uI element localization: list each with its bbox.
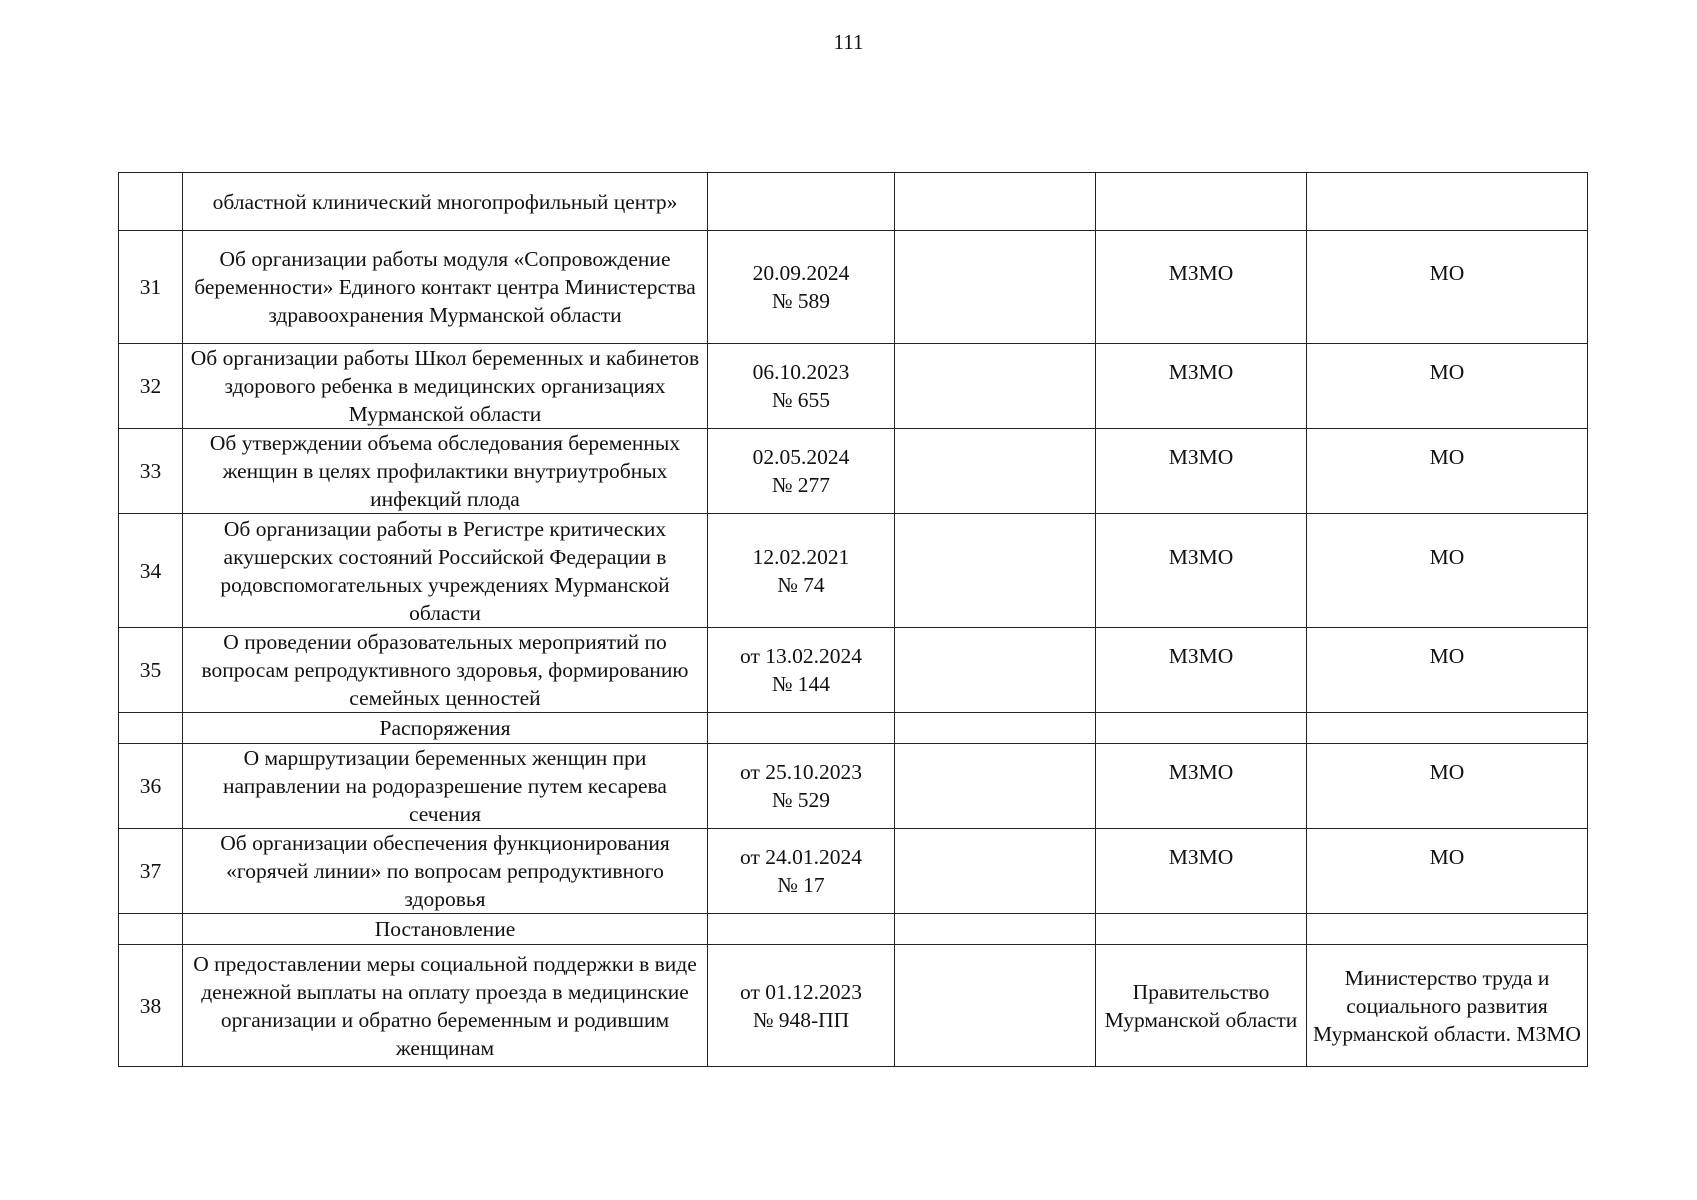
- section-title: Постановление: [182, 913, 708, 945]
- document-date: 02.05.2024: [752, 445, 850, 469]
- date-cell: [707, 712, 895, 744]
- row-number-cell: [118, 712, 183, 744]
- document-title: Об организации работы в Регистре критиче…: [182, 513, 708, 628]
- document-date: от 24.01.2024: [740, 845, 862, 869]
- executor-cell: МО: [1306, 343, 1588, 429]
- document-number: № 589: [771, 289, 831, 313]
- issuer-cell: МЗМО: [1095, 428, 1307, 514]
- document-number: № 655: [771, 388, 831, 412]
- row-number-cell: 35: [118, 627, 183, 713]
- document-date-cell: от 24.01.2024 № 17: [707, 828, 895, 914]
- date-cell: [707, 913, 895, 945]
- section-title: Распоряжения: [182, 712, 708, 744]
- empty-cell: [894, 343, 1096, 429]
- row-number-cell: 32: [118, 343, 183, 429]
- executor-cell: Министерство труда и социального развити…: [1306, 944, 1588, 1067]
- issuer-cell: МЗМО: [1095, 343, 1307, 429]
- document-date-cell: 06.10.2023 № 655: [707, 343, 895, 429]
- row-number-cell: 31: [118, 230, 183, 344]
- issuer-cell: МЗМО: [1095, 743, 1307, 829]
- document-date-cell: 12.02.2021 № 74: [707, 513, 895, 628]
- document-date-cell: 20.09.2024 № 589: [707, 230, 895, 344]
- issuer-cell: [1095, 712, 1307, 744]
- document-number: № 529: [771, 788, 831, 812]
- document-date: от 01.12.2023: [740, 979, 862, 1004]
- empty-cell: [894, 513, 1096, 628]
- executor-cell: МО: [1306, 627, 1588, 713]
- table-row: 37 Об организации обеспечения функциониро…: [118, 828, 1588, 914]
- document-date: от 25.10.2023: [740, 760, 862, 784]
- empty-cell: [894, 828, 1096, 914]
- table-row: 35 О проведении образовательных мероприят…: [118, 627, 1588, 713]
- table-row: 33 Об утверждении объема обследования бер…: [118, 428, 1588, 514]
- row-number-cell: [118, 172, 183, 231]
- empty-cell: [894, 743, 1096, 829]
- empty-cell: [894, 913, 1096, 945]
- row-number-cell: 34: [118, 513, 183, 628]
- document-date-cell: 02.05.2024 № 277: [707, 428, 895, 514]
- document-title: Об организации обеспечения функционирова…: [182, 828, 708, 914]
- document-title: О маршрутизации беременных женщин при на…: [182, 743, 708, 829]
- empty-cell: [894, 230, 1096, 344]
- page-number: 111: [833, 30, 864, 54]
- issuer-cell: МЗМО: [1095, 828, 1307, 914]
- issuer-cell: МЗМО: [1095, 513, 1307, 628]
- table-row: 32 Об организации работы Школ беременных …: [118, 343, 1588, 429]
- row-number-cell: 33: [118, 428, 183, 514]
- executor-cell: [1306, 172, 1588, 231]
- document-title: областной клинический многопрофильный це…: [182, 172, 708, 231]
- executor-cell: [1306, 913, 1588, 945]
- document-title: О предоставлении меры социальной поддерж…: [182, 944, 708, 1067]
- document-date-cell: от 13.02.2024 № 144: [707, 627, 895, 713]
- document-date: 06.10.2023: [752, 360, 850, 384]
- document-number: № 74: [777, 572, 825, 597]
- row-number-cell: 36: [118, 743, 183, 829]
- empty-cell: [894, 172, 1096, 231]
- table-row: 31 Об организации работы модуля «Сопровож…: [118, 230, 1588, 344]
- issuer-cell: [1095, 913, 1307, 945]
- empty-cell: [894, 944, 1096, 1067]
- issuer-cell: [1095, 172, 1307, 231]
- document-title: Об организации работы модуля «Сопровожде…: [182, 230, 708, 344]
- document-date-cell: от 25.10.2023 № 529: [707, 743, 895, 829]
- table-row: 34 Об организации работы в Регистре крити…: [118, 513, 1588, 628]
- table-row: 38 О предоставлении меры социальной подде…: [118, 944, 1588, 1067]
- row-number-cell: 38: [118, 944, 183, 1067]
- executor-cell: МО: [1306, 828, 1588, 914]
- table-row: областной клинический многопрофильный це…: [118, 172, 1588, 231]
- row-number-cell: 37: [118, 828, 183, 914]
- table-row: 36 О маршрутизации беременных женщин при …: [118, 743, 1588, 829]
- document-number: № 17: [777, 873, 825, 897]
- document-title: Об утверждении объема обследования берем…: [182, 428, 708, 514]
- document-date: от 13.02.2024: [740, 644, 862, 668]
- issuer-cell: МЗМО: [1095, 230, 1307, 344]
- document-date: 12.02.2021: [752, 544, 850, 569]
- executor-cell: МО: [1306, 230, 1588, 344]
- document-number: № 948-ПП: [752, 1007, 850, 1032]
- empty-cell: [894, 712, 1096, 744]
- section-row: Постановление: [118, 913, 1588, 945]
- issuer-cell: Правительство Мурманской области: [1095, 944, 1307, 1067]
- empty-cell: [894, 428, 1096, 514]
- executor-cell: [1306, 712, 1588, 744]
- row-number-cell: [118, 913, 183, 945]
- document-number: № 277: [771, 473, 831, 497]
- document-title: Об организации работы Школ беременных и …: [182, 343, 708, 429]
- document-number: № 144: [771, 672, 831, 696]
- empty-cell: [894, 627, 1096, 713]
- issuer-cell: МЗМО: [1095, 627, 1307, 713]
- section-row: Распоряжения: [118, 712, 1588, 744]
- document-date-cell: от 01.12.2023 № 948-ПП: [707, 944, 895, 1067]
- executor-cell: МО: [1306, 743, 1588, 829]
- documents-table: областной клинический многопрофильный це…: [118, 172, 1588, 1067]
- executor-cell: МО: [1306, 428, 1588, 514]
- document-title: О проведении образовательных мероприятий…: [182, 627, 708, 713]
- executor-cell: МО: [1306, 513, 1588, 628]
- document-date-cell: [707, 172, 895, 231]
- document-date: 20.09.2024: [752, 261, 850, 285]
